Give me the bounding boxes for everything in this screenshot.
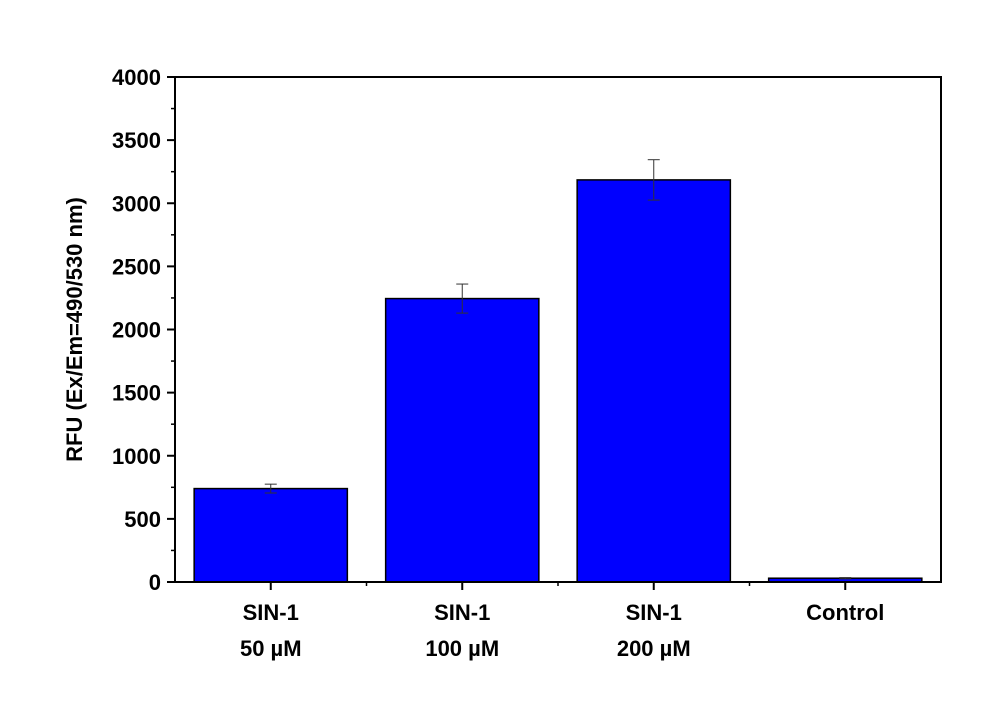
- y-tick-label: 500: [124, 507, 161, 532]
- error-bars: [264, 159, 852, 580]
- bar: [576, 179, 732, 583]
- y-tick-label: 1500: [112, 381, 161, 406]
- bars: [193, 179, 923, 583]
- x-category-label: SIN-1 100 µM: [425, 600, 499, 661]
- y-axis-ticks: 0 500 1000 1500 2000 2500 3000 3500 4000: [112, 65, 175, 595]
- y-tick-label: 2500: [112, 254, 161, 279]
- bar: [384, 297, 540, 583]
- x-category-label-line: 100 µM: [425, 636, 499, 661]
- plot-area-frame: [174, 76, 942, 583]
- x-category-label: SIN-1 200 µM: [617, 600, 691, 661]
- bar: [193, 487, 349, 583]
- x-category-label-line: SIN-1: [626, 600, 682, 625]
- x-category-label: Control: [806, 600, 884, 625]
- x-axis-ticks: [269, 582, 847, 590]
- x-category-label-line: Control: [806, 600, 884, 625]
- y-tick-label: 3000: [112, 191, 161, 216]
- y-tick-label: 1000: [112, 444, 161, 469]
- x-category-label-line: 200 µM: [617, 636, 691, 661]
- y-axis-title: RFU (Ex/Em=490/530 nm): [62, 197, 87, 462]
- y-tick-label: 2000: [112, 318, 161, 343]
- x-category-label-line: 50 µM: [240, 636, 302, 661]
- x-category-label-line: SIN-1: [243, 600, 299, 625]
- y-tick-label: 3500: [112, 128, 161, 153]
- y-tick-label: 0: [149, 570, 161, 595]
- x-category-label-line: SIN-1: [434, 600, 490, 625]
- x-category-label: SIN-1 50 µM: [240, 600, 302, 661]
- y-tick-label: 4000: [112, 65, 161, 90]
- x-axis-category-labels: SIN-1 50 µM SIN-1 100 µM SIN-1 200 µM Control: [240, 600, 884, 661]
